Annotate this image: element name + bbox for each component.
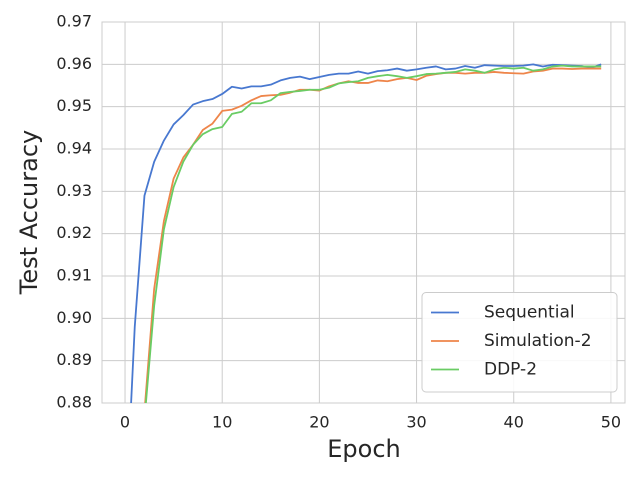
y-tick-label: 0.90 [56, 308, 92, 327]
series-line [130, 63, 602, 403]
y-tick-label: 0.94 [56, 139, 92, 158]
y-tick-label: 0.92 [56, 223, 92, 242]
x-tick-label: 30 [406, 413, 426, 432]
y-tick-label: 0.88 [56, 393, 92, 412]
y-tick-label: 0.93 [56, 181, 92, 200]
x-tick-label: 10 [212, 413, 232, 432]
y-tick-label: 0.97 [56, 12, 92, 31]
x-tick-label: 20 [309, 413, 329, 432]
legend-label: Sequential [484, 303, 575, 323]
x-tick-label: 50 [601, 413, 621, 432]
y-tick-label: 0.95 [56, 96, 92, 115]
legend-box [421, 292, 618, 393]
legend-label: DDP-2 [484, 360, 537, 380]
y-tick-label: 0.89 [56, 350, 92, 369]
x-axis-label: Epoch [327, 435, 401, 463]
y-axis-label: Test Accuracy [15, 130, 43, 295]
y-tick-label: 0.91 [56, 266, 92, 285]
series-line [144, 67, 602, 403]
x-tick-label: 0 [120, 413, 130, 432]
x-tick-label: 40 [504, 413, 524, 432]
series-line [145, 64, 602, 403]
legend-label: Simulation-2 [484, 331, 592, 351]
y-tick-label: 0.96 [56, 54, 92, 73]
